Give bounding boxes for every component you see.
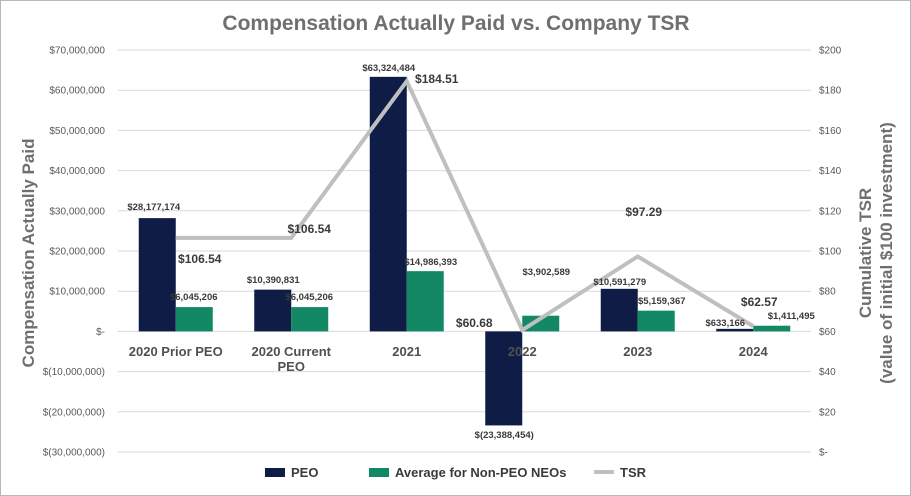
y2-tick-label: $120 [819,206,842,217]
y2-tick-label: $80 [819,287,836,298]
bar-peo [369,76,407,332]
data-label-tsr: $184.51 [415,72,459,86]
data-label-tsr: $60.68 [456,316,493,330]
data-label-peo: $633,166 [705,318,745,329]
y-tick-label: $- [96,327,105,338]
y2-tick-label: $60 [819,327,836,338]
left-axis: $70,000,000 $60,000,000 $50,000,000 $40,000… [43,46,106,459]
y-tick-label: $20,000,000 [49,247,105,258]
y2-tick-label: $160 [819,126,842,137]
y-tick-label: $60,000,000 [49,86,105,97]
category-label: PEO [278,359,305,374]
y-tick-label: $30,000,000 [49,206,105,217]
bar-series [138,76,791,426]
gridlines [118,49,811,453]
bar-non-peo [637,310,675,332]
legend-label-non-peo: Average for Non-PEO NEOs [395,465,566,480]
data-label-non-peo: $6,045,206 [285,292,333,303]
category-label: 2020 Current [252,344,332,359]
y2-tick-label: $100 [819,247,842,258]
y2-tick-label: $180 [819,86,842,97]
data-label-peo: $(23,388,454) [475,430,534,441]
data-label-non-peo: $1,411,495 [768,311,816,322]
y-tick-label: $(30,000,000) [43,448,105,459]
legend-swatch-non-peo [369,468,389,477]
data-label-tsr: $97.29 [625,205,662,219]
y2-tick-label: $140 [819,166,842,177]
y-tick-label: $40,000,000 [49,166,105,177]
category-label: 2024 [739,344,769,359]
right-axis: $200 $180 $160 $140 $120 $100 $80 $60 $40 $20 $- [819,46,842,459]
y-axis-title: Compensation Actually Paid [19,139,38,368]
y-tick-label: $(20,000,000) [43,407,105,418]
y2-tick-label: $40 [819,367,836,378]
bar-peo [485,331,523,426]
data-label-tsr: $106.54 [288,222,332,236]
category-label: 2021 [392,344,421,359]
data-label-peo: $10,591,279 [593,277,646,288]
category-label: 2020 Prior PEO [129,344,223,359]
y-tick-label: $50,000,000 [49,126,105,137]
bar-non-peo [522,315,560,332]
chart-title: Compensation Actually Paid vs. Company T… [222,12,689,35]
data-label-peo: $28,177,174 [127,202,181,213]
tsr-line [175,77,755,333]
y2-axis-title-line1: Cumulative TSR [856,188,875,318]
data-label-peo: $63,324,484 [362,63,416,74]
bar-peo [600,288,638,332]
data-label-non-peo: $3,902,589 [522,267,570,278]
bar-non-peo [175,307,213,332]
legend-label-tsr: TSR [620,465,647,480]
bar-peo [254,289,292,332]
category-label: 2023 [623,344,652,359]
y2-tick-label: $- [819,448,828,459]
y-tick-label: $10,000,000 [49,287,105,298]
y-tick-label: $70,000,000 [49,46,105,57]
bar-non-peo [753,325,791,332]
bar-peo [716,328,754,332]
y2-tick-label: $20 [819,407,836,418]
data-labels: $28,177,174 $6,045,206 $10,390,831 $6,045,2… [127,63,815,441]
bar-peo [138,218,176,332]
tsr-line-series [175,77,755,333]
data-label-tsr: $62.57 [741,295,778,309]
y2-tick-label: $200 [819,46,842,57]
bar-non-peo [291,307,329,332]
data-label-peo: $10,390,831 [247,275,301,286]
legend-label-peo: PEO [291,465,318,480]
data-label-non-peo: $6,045,206 [170,292,218,303]
legend: PEO Average for Non-PEO NEOs TSR [265,465,647,480]
data-label-tsr: $106.54 [178,252,222,266]
category-label: 2022 [508,344,537,359]
legend-swatch-peo [265,468,285,477]
y-tick-label: $(10,000,000) [43,367,105,378]
data-label-non-peo: $14,986,393 [404,257,457,268]
bar-non-peo [406,271,444,332]
y2-axis-title-line2: (value of initial $100 investment) [877,122,896,384]
data-label-non-peo: $5,159,367 [638,296,686,307]
